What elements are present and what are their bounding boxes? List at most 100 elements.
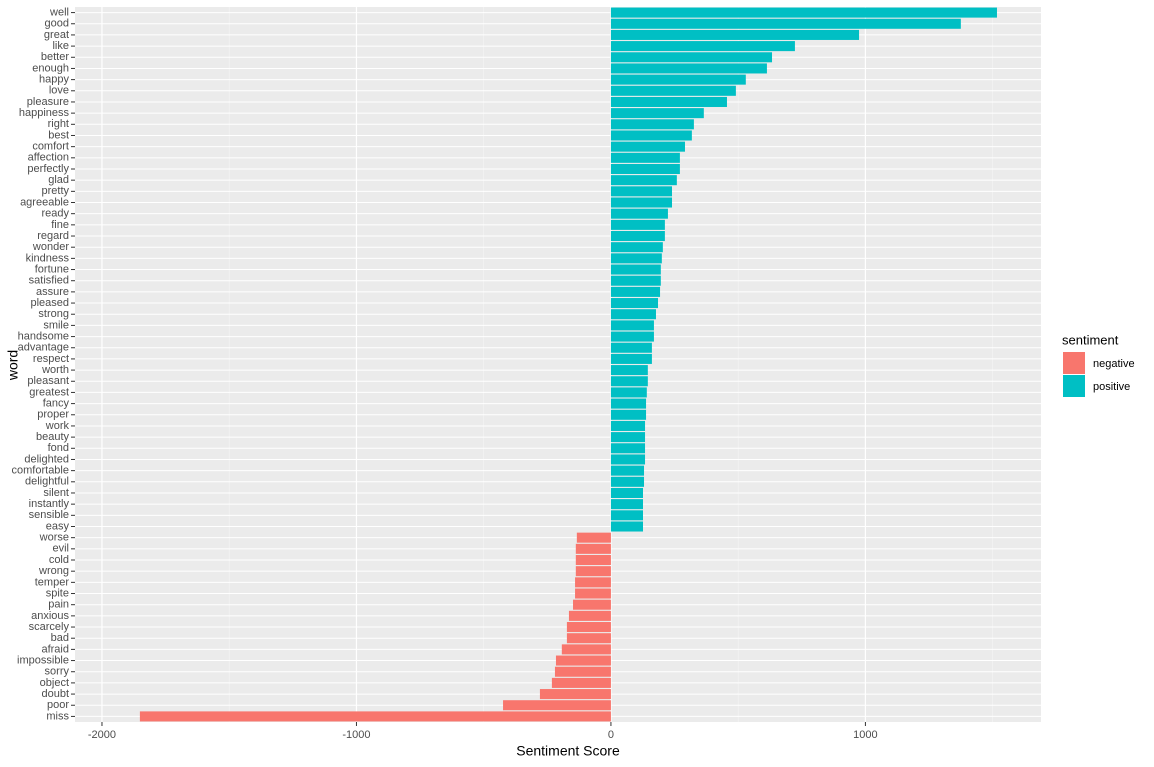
y-tick-label: pleasant bbox=[27, 375, 69, 387]
bar bbox=[539, 689, 611, 700]
y-tick-label: miss bbox=[46, 710, 69, 722]
x-tick-label: 1000 bbox=[853, 729, 877, 741]
bar bbox=[610, 420, 646, 431]
bar bbox=[576, 532, 611, 543]
panel bbox=[75, 7, 1041, 722]
y-tick-label: fancy bbox=[43, 398, 70, 410]
bar bbox=[610, 152, 680, 163]
bar bbox=[610, 141, 685, 152]
y-tick-label: fine bbox=[51, 219, 69, 231]
bar bbox=[575, 543, 611, 554]
bar bbox=[566, 622, 611, 633]
legend-title: sentiment bbox=[1062, 332, 1119, 347]
y-tick-label: right bbox=[48, 118, 69, 130]
bar bbox=[610, 175, 677, 186]
y-tick-label: smile bbox=[43, 319, 69, 331]
y-tick-label: impossible bbox=[17, 654, 69, 666]
y-tick-label: great bbox=[44, 29, 69, 41]
y-tick-label: well bbox=[49, 6, 69, 18]
y-tick-label: work bbox=[45, 420, 70, 432]
bar bbox=[551, 677, 611, 688]
bar bbox=[610, 353, 652, 364]
bar bbox=[610, 85, 736, 96]
y-tick-label: assure bbox=[36, 286, 69, 298]
bar bbox=[610, 41, 795, 52]
y-axis-title: word bbox=[5, 350, 21, 381]
legend-key bbox=[1063, 375, 1085, 397]
y-tick-label: agreeable bbox=[20, 196, 69, 208]
bar bbox=[610, 18, 961, 29]
y-tick-label: sensible bbox=[29, 509, 69, 521]
bar bbox=[139, 711, 611, 722]
bar bbox=[610, 7, 997, 18]
bar bbox=[610, 130, 692, 141]
y-tick-label: pretty bbox=[41, 185, 69, 197]
bar bbox=[568, 610, 611, 621]
bar bbox=[610, 510, 643, 521]
y-tick-label: worse bbox=[39, 532, 69, 544]
bar bbox=[610, 499, 643, 510]
y-tick-label: satisfied bbox=[29, 275, 69, 287]
bar bbox=[610, 230, 665, 242]
bar bbox=[610, 398, 647, 409]
y-tick-label: afraid bbox=[41, 643, 69, 655]
bar bbox=[610, 443, 646, 454]
x-tick-label: -1000 bbox=[342, 729, 370, 741]
y-tick-label: object bbox=[40, 677, 69, 689]
bar bbox=[503, 700, 611, 711]
bar bbox=[610, 365, 648, 376]
bar bbox=[610, 52, 773, 63]
y-tick-label: instantly bbox=[29, 498, 70, 510]
bar bbox=[575, 554, 611, 566]
legend-key bbox=[1063, 352, 1085, 374]
y-tick-label: perfectly bbox=[27, 163, 69, 175]
bar bbox=[610, 242, 663, 253]
y-tick-label: temper bbox=[35, 576, 70, 588]
bar bbox=[555, 655, 611, 666]
x-axis-title: Sentiment Score bbox=[516, 743, 620, 759]
y-tick-label: comfort bbox=[32, 141, 69, 153]
y-tick-label: happy bbox=[39, 74, 69, 86]
bar bbox=[610, 409, 647, 420]
bar bbox=[610, 320, 654, 331]
bar bbox=[610, 298, 659, 309]
y-tick-label: pleasure bbox=[27, 96, 69, 108]
y-tick-label: ready bbox=[41, 208, 69, 220]
y-tick-label: regard bbox=[37, 230, 69, 242]
bar bbox=[610, 286, 661, 297]
y-tick-label: respect bbox=[33, 353, 69, 365]
y-tick-label: good bbox=[45, 18, 69, 30]
y-tick-label: poor bbox=[47, 699, 69, 711]
y-tick-label: proper bbox=[37, 409, 69, 421]
x-tick-label: -2000 bbox=[88, 729, 116, 741]
y-tick-label: pain bbox=[48, 599, 69, 611]
legend-label: positive bbox=[1093, 381, 1130, 393]
y-tick-label: easy bbox=[46, 520, 70, 532]
y-tick-label: happiness bbox=[19, 107, 70, 119]
bar bbox=[610, 521, 643, 532]
y-tick-label: worth bbox=[41, 364, 69, 376]
bar bbox=[610, 29, 860, 40]
bar bbox=[566, 633, 611, 644]
y-tick-label: greatest bbox=[29, 386, 69, 398]
bar bbox=[575, 577, 611, 588]
y-tick-label: pleased bbox=[30, 297, 69, 309]
bar bbox=[573, 599, 611, 610]
y-tick-label: evil bbox=[52, 543, 69, 555]
bar bbox=[610, 275, 661, 286]
y-tick-label: glad bbox=[48, 174, 69, 186]
y-tick-label: fortune bbox=[35, 263, 69, 275]
y-tick-label: sorry bbox=[45, 666, 70, 678]
y-tick-label: enough bbox=[32, 62, 69, 74]
y-tick-label: fond bbox=[48, 442, 69, 454]
y-tick-label: kindness bbox=[26, 252, 70, 264]
y-tick-label: like bbox=[52, 40, 69, 52]
bar bbox=[610, 253, 662, 264]
bar bbox=[610, 63, 767, 74]
y-tick-label: delightful bbox=[25, 476, 69, 488]
bar bbox=[610, 219, 665, 230]
bar bbox=[610, 387, 647, 398]
y-tick-label: scarcely bbox=[29, 621, 70, 633]
bar bbox=[610, 108, 704, 119]
bar bbox=[610, 74, 746, 85]
